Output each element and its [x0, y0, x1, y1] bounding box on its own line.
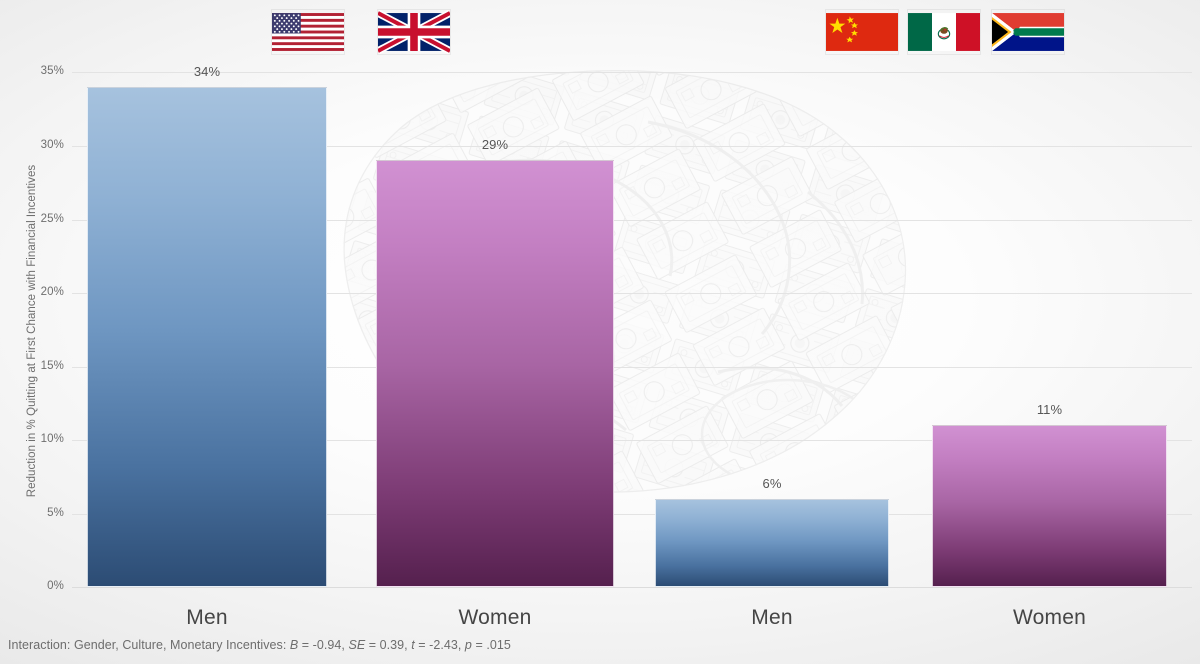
footnote-se-symbol: SE: [348, 638, 366, 652]
gridline-30: [72, 146, 1192, 147]
gridline-15: [72, 367, 1192, 368]
gridline-baseline: [72, 587, 1192, 588]
y-axis-label: Reduction in % Quitting at First Chance …: [26, 164, 38, 498]
china-flag-icon: [826, 10, 898, 54]
footnote-se-value: = 0.39,: [365, 638, 412, 652]
footnote-t-symbol: t: [411, 638, 415, 652]
gridline-10: [72, 440, 1192, 441]
footnote-b-value: = -0.94,: [298, 638, 349, 652]
category-label-men-nonwestern: Men: [751, 606, 793, 629]
y-tick-5: 5%: [47, 507, 64, 519]
footnote-p-value: = .015: [471, 638, 511, 652]
y-tick-35: 35%: [40, 65, 64, 77]
usa-flag-icon: [272, 10, 344, 54]
mexico-flag-icon: [908, 10, 980, 54]
y-tick-20: 20%: [40, 286, 64, 298]
footnote-prefix: Interaction: Gender, Culture, Monetary I…: [8, 638, 290, 652]
category-label-men-western: Men: [186, 606, 228, 629]
interaction-statistics-footnote: Interaction: Gender, Culture, Monetary I…: [8, 638, 511, 652]
category-label-women-western: Women: [458, 606, 532, 629]
gridline-20: [72, 293, 1192, 294]
y-tick-30: 30%: [40, 139, 64, 151]
y-tick-10: 10%: [40, 433, 64, 445]
gridline-5: [72, 514, 1192, 515]
bar-women-western[interactable]: [376, 160, 614, 587]
gridline-25: [72, 220, 1192, 221]
south-africa-flag-icon: [992, 10, 1064, 54]
y-tick-0: 0%: [47, 580, 64, 592]
bar-men-western[interactable]: [87, 87, 327, 587]
bar-men-nonwestern[interactable]: [655, 499, 889, 587]
uk-flag-icon: [378, 10, 450, 54]
footnote-t-value: = -2.43,: [414, 638, 465, 652]
bar-value-women-western: 29%: [481, 137, 509, 152]
bar-value-men-nonwestern: 6%: [762, 476, 782, 491]
bar-value-men-western: 34%: [193, 64, 221, 79]
bar-women-nonwestern[interactable]: [932, 425, 1167, 587]
footnote-b-symbol: B: [289, 638, 299, 652]
footnote-p-symbol: p: [464, 638, 472, 652]
gridline-35: [72, 72, 1192, 73]
y-tick-25: 25%: [40, 213, 64, 225]
y-tick-15: 15%: [40, 360, 64, 372]
category-label-women-nonwestern: Women: [1013, 606, 1086, 629]
bar-value-women-nonwestern: 11%: [1036, 402, 1063, 417]
